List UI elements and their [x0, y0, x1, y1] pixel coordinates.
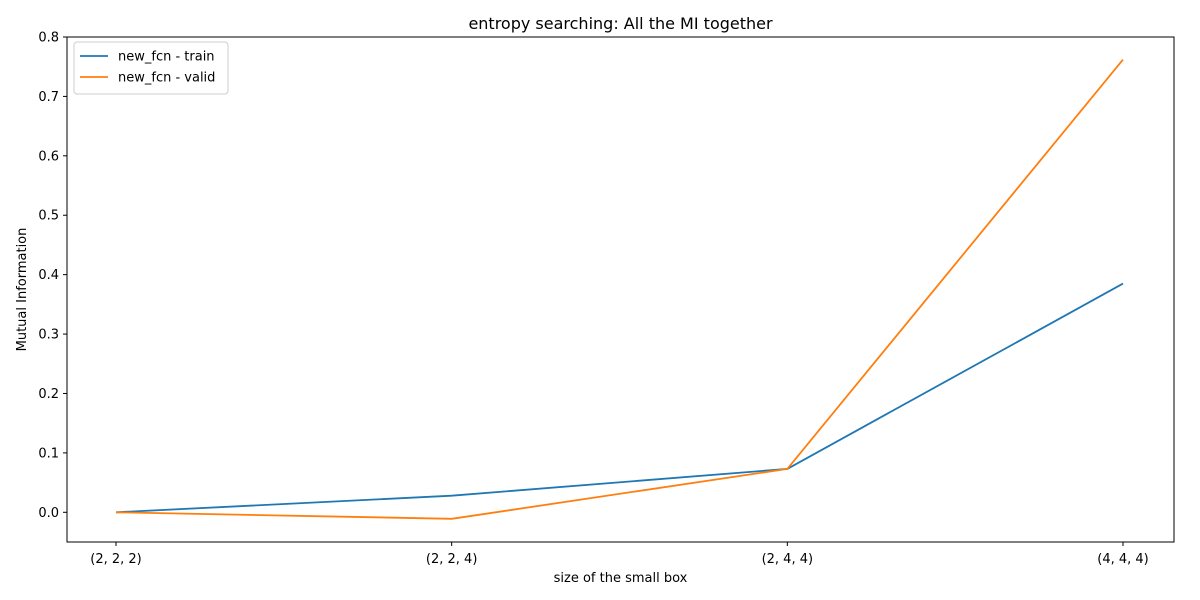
y-tick-label: 0.3 — [38, 328, 59, 343]
series-lines — [115, 59, 1124, 520]
y-axis-label: Mutual Information — [15, 228, 30, 352]
y-axis: 0.0 0.1 0.2 0.3 0.4 0.5 0.6 0.7 0.8 — [38, 31, 67, 521]
series-line-1 — [115, 59, 1124, 520]
chart-title: entropy searching: All the MI together — [468, 14, 773, 33]
y-tick-label: 0.5 — [38, 209, 59, 224]
x-axis: (2, 2, 2) (2, 2, 4) (2, 4, 4) (4, 4, 4) — [90, 542, 1149, 567]
y-tick-label: 0.4 — [38, 268, 59, 283]
x-tick-label: (4, 4, 4) — [1097, 552, 1149, 567]
y-tick-label: 0.1 — [38, 446, 59, 461]
y-tick-label: 0.7 — [38, 90, 59, 105]
x-axis-label: size of the small box — [554, 571, 688, 586]
plot-area — [66, 36, 1175, 543]
x-tick-label: (2, 2, 2) — [90, 552, 142, 567]
x-tick-label: (2, 4, 4) — [762, 552, 814, 567]
y-tick-label: 0.6 — [38, 149, 59, 164]
legend-box — [73, 41, 229, 95]
x-tick-label: (2, 2, 4) — [426, 552, 478, 567]
legend: new_fcn - train new_fcn - valid — [73, 41, 229, 95]
series-line-0 — [115, 282, 1124, 514]
legend-label: new_fcn - valid — [118, 71, 215, 86]
y-tick-label: 0.0 — [38, 506, 59, 521]
legend-label: new_fcn - train — [118, 50, 215, 65]
y-tick-label: 0.8 — [38, 31, 59, 46]
y-tick-label: 0.2 — [38, 387, 59, 402]
